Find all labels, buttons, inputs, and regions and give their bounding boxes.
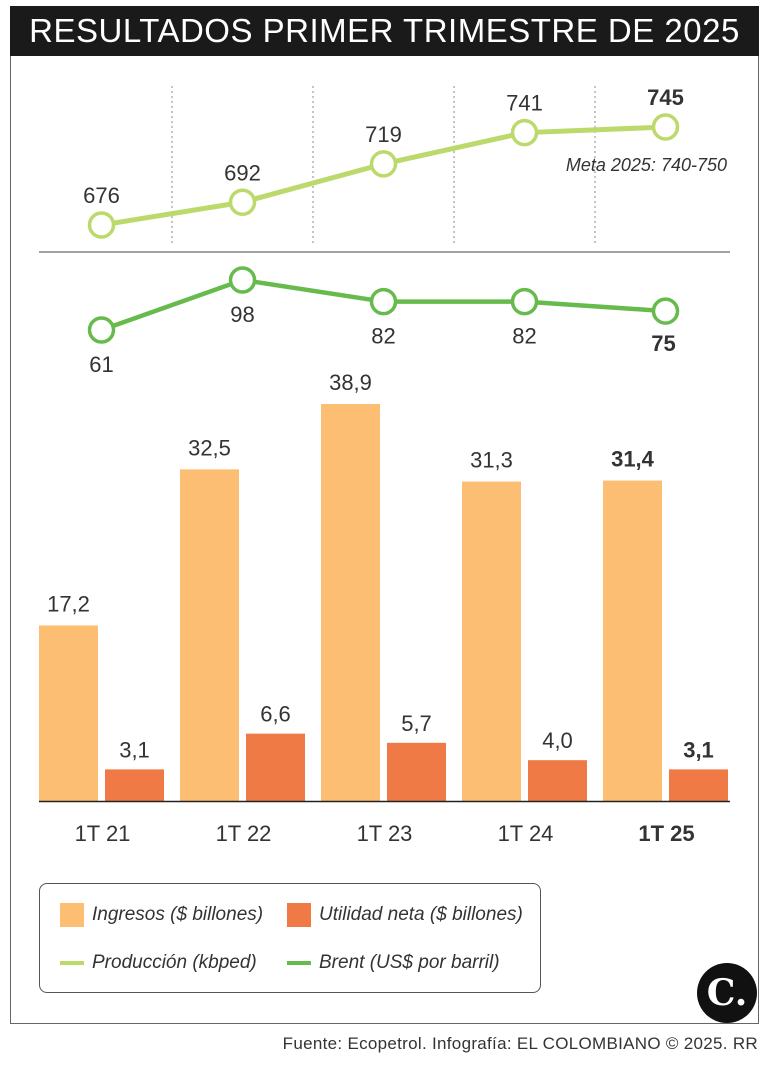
ingresos-bar bbox=[603, 480, 662, 801]
produccion-label: 719 bbox=[365, 122, 402, 147]
brent-label: 98 bbox=[230, 302, 254, 327]
legend-label-utilidad: Utilidad neta ($ billones) bbox=[319, 904, 523, 925]
legend-label-produccion: Producción (kbped) bbox=[92, 952, 257, 973]
ingresos-label: 32,5 bbox=[188, 435, 231, 460]
ingresos-label: 31,3 bbox=[470, 448, 513, 473]
ingresos-bar bbox=[321, 404, 380, 801]
legend-item-produccion: Producción (kbped) bbox=[60, 952, 257, 974]
produccion-label: 676 bbox=[83, 183, 120, 208]
ingresos-label: 38,9 bbox=[329, 370, 372, 395]
produccion-label: 741 bbox=[506, 91, 543, 116]
x-tick-label: 1T 24 bbox=[498, 821, 554, 846]
utilidad-bar bbox=[669, 769, 728, 801]
utilidad-bar bbox=[246, 733, 305, 801]
ingresos-bar bbox=[39, 625, 98, 801]
brent-label: 82 bbox=[512, 324, 536, 349]
brent-label: 61 bbox=[89, 352, 113, 377]
brent-label: 82 bbox=[371, 324, 395, 349]
brent-label: 75 bbox=[651, 331, 675, 356]
legend-item-ingresos: Ingresos ($ billones) bbox=[60, 903, 263, 927]
source-credit: Fuente: Ecopetrol. Infografía: EL COLOMB… bbox=[282, 1034, 758, 1053]
x-tick-label: 1T 21 bbox=[75, 821, 131, 846]
legend-item-brent: Brent (US$ por barril) bbox=[287, 952, 500, 974]
utilidad-label: 3,1 bbox=[119, 737, 150, 762]
brent-point bbox=[369, 287, 398, 316]
ingresos-label: 31,4 bbox=[611, 447, 655, 472]
legend-swatch-brent bbox=[287, 961, 311, 965]
legend-swatch-produccion bbox=[60, 961, 84, 965]
utilidad-bar bbox=[528, 760, 587, 801]
produccion-label: 745 bbox=[647, 85, 684, 110]
ingresos-bar bbox=[180, 469, 239, 801]
brent-point bbox=[651, 297, 680, 325]
x-tick-label: 1T 22 bbox=[216, 821, 272, 846]
ingresos-bar bbox=[462, 481, 521, 801]
utilidad-label: 5,7 bbox=[401, 711, 432, 736]
produccion-point bbox=[87, 211, 116, 239]
brent-point bbox=[510, 287, 539, 316]
brent-point bbox=[228, 266, 257, 294]
brent-point bbox=[87, 316, 116, 344]
utilidad-label: 3,1 bbox=[683, 737, 714, 762]
legend-label-brent: Brent (US$ por barril) bbox=[319, 952, 500, 973]
chart-svg: 676 692 719 741 745 Meta 2025: 740-750 61 98 82 8… bbox=[39, 85, 730, 846]
x-tick-label: 1T 25 bbox=[638, 821, 694, 846]
produccion-point bbox=[228, 188, 257, 217]
chart-frame bbox=[10, 6, 759, 1024]
legend-swatch-utilidad bbox=[287, 903, 311, 927]
utilidad-bar bbox=[105, 769, 164, 801]
legend-label-ingresos: Ingresos ($ billones) bbox=[92, 904, 264, 925]
legend-item-utilidad: Utilidad neta ($ billones) bbox=[287, 903, 523, 927]
produccion-point bbox=[651, 113, 680, 141]
produccion-point bbox=[510, 118, 539, 147]
ingresos-label: 17,2 bbox=[47, 591, 90, 616]
produccion-label: 692 bbox=[224, 160, 261, 185]
utilidad-label: 6,6 bbox=[260, 702, 291, 727]
el-colombiano-logo: C. bbox=[697, 963, 757, 1023]
chart-title: RESULTADOS PRIMER TRIMESTRE DE 2025 bbox=[10, 6, 759, 56]
utilidad-label: 4,0 bbox=[542, 728, 573, 753]
legend: Ingresos ($ billones) Utilidad neta ($ b… bbox=[39, 883, 541, 993]
legend-swatch-ingresos bbox=[60, 903, 84, 927]
produccion-point bbox=[369, 150, 398, 178]
meta-note: Meta 2025: 740-750 bbox=[566, 155, 727, 175]
utilidad-bar bbox=[387, 742, 446, 801]
x-tick-label: 1T 23 bbox=[357, 821, 413, 846]
